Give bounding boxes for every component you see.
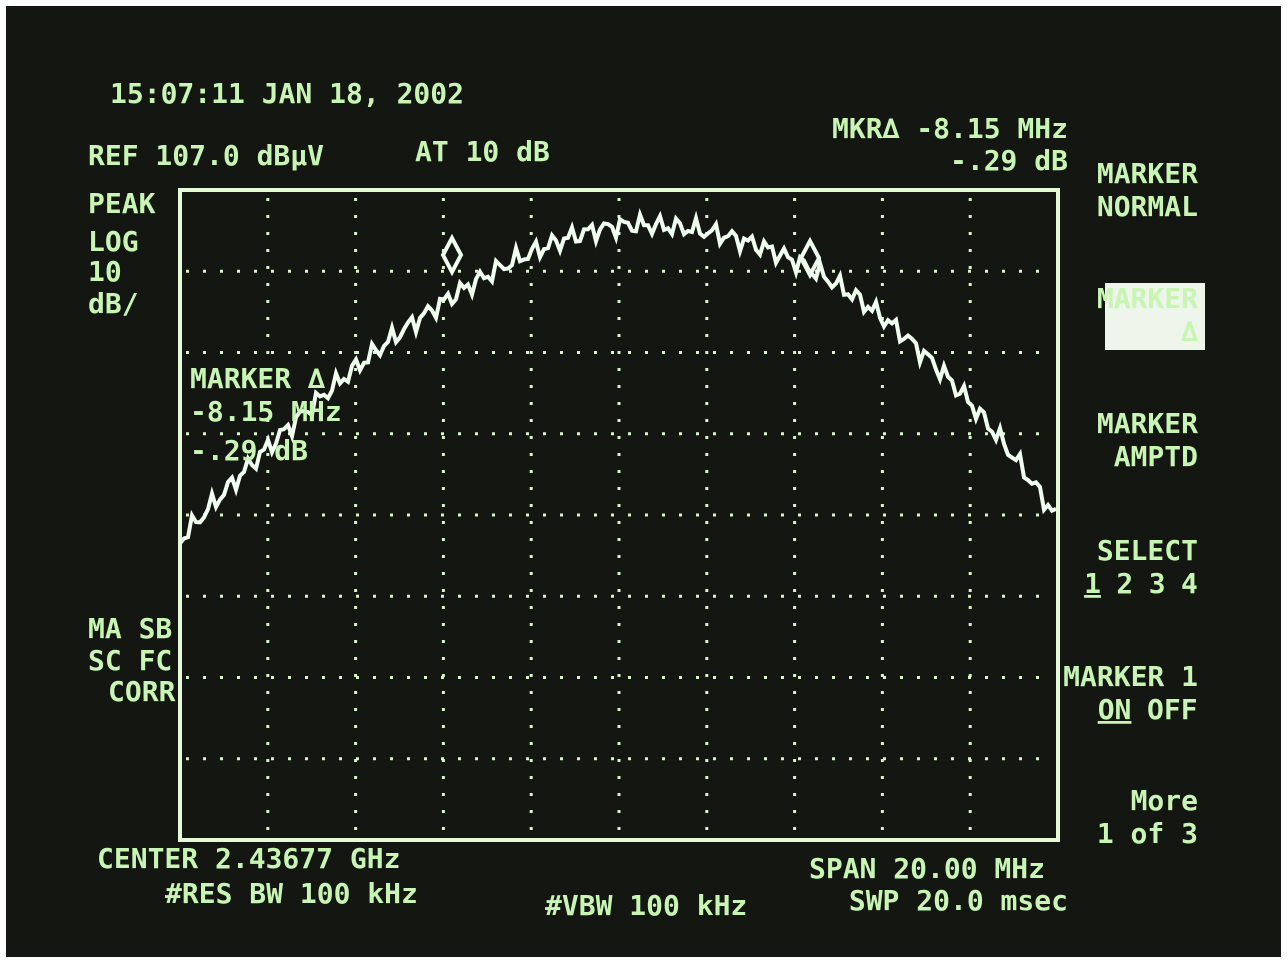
softkey-option[interactable]: OFF [1147, 693, 1198, 726]
softkey-option[interactable]: 1 [1084, 567, 1101, 600]
reference-level: REF 107.0 dBµV [88, 139, 324, 172]
sweep-time: SWP 20.0 msec [849, 884, 1068, 917]
softkey-option[interactable]: 4 [1181, 567, 1198, 600]
status-label: SC FC [88, 644, 172, 677]
softkey-option[interactable]: ON [1098, 693, 1132, 726]
softkey-label[interactable]: NORMAL [1097, 190, 1198, 223]
annotation: -8.15 MHz [190, 395, 342, 428]
softkey-label[interactable]: More [1131, 784, 1198, 817]
resolution-bandwidth: #RES BW 100 kHz [165, 877, 418, 910]
active-softkey[interactable] [1105, 283, 1205, 350]
marker-readout: -.29 dB [950, 144, 1068, 177]
attenuation: AT 10 dB [415, 135, 550, 168]
center-frequency: CENTER 2.43677 GHz [97, 842, 400, 875]
mode-label: 10 [88, 255, 122, 288]
annotation: -.29 dB [190, 434, 308, 467]
span: SPAN 20.00 MHz [809, 852, 1045, 885]
mode-label: PEAK [88, 187, 156, 220]
softkey-label[interactable]: SELECT [1097, 534, 1198, 567]
timestamp: 15:07:11 JAN 18, 2002 [110, 77, 464, 110]
marker-diamonds [440, 233, 822, 280]
softkey-label[interactable]: AMPTD [1114, 440, 1198, 473]
marker-readout: MKR∆ -8.15 MHz [832, 112, 1068, 145]
softkey-label[interactable]: MARKER [1097, 407, 1198, 440]
annotation: MARKER ∆ [190, 362, 325, 395]
graticule [186, 198, 1052, 832]
mode-label: LOG [88, 225, 139, 258]
softkey-option[interactable]: 3 [1149, 567, 1166, 600]
softkey-label[interactable]: ∆ [1180, 315, 1198, 348]
softkey-label[interactable]: MARKER [1097, 157, 1198, 190]
softkey-option[interactable]: 2 [1116, 567, 1133, 600]
screen-background [6, 6, 1281, 957]
video-bandwidth: #VBW 100 kHz [545, 889, 747, 922]
status-label: MA SB [88, 612, 172, 645]
mode-label: dB/ [88, 287, 139, 320]
softkey-label[interactable]: MARKER 1 [1063, 660, 1198, 693]
softkey-label[interactable]: 1 of 3 [1097, 817, 1198, 850]
softkey-label[interactable]: MARKER [1097, 282, 1198, 315]
graticule-frame [178, 188, 1060, 842]
spectrum-trace [178, 207, 1057, 545]
status-label: CORR [108, 675, 176, 708]
